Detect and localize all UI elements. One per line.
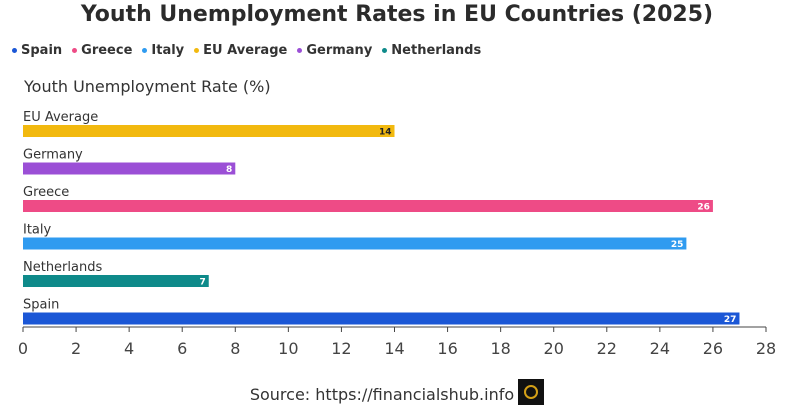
x-tick-label: 2 [71, 339, 81, 358]
legend-item-italy: Italy [142, 43, 184, 58]
legend-item-spain: Spain [12, 43, 62, 58]
x-tick-label: 18 [490, 339, 510, 358]
data-label: 27 [724, 315, 737, 325]
x-tick-label: 26 [703, 339, 723, 358]
category-label: EU Average [23, 110, 98, 125]
source-footer: Source: https://financialshub.info [0, 379, 794, 405]
source-text: Source: https://financialshub.info [249, 384, 515, 404]
x-tick-label: 14 [384, 339, 404, 358]
x-tick-label: 6 [177, 339, 187, 358]
x-tick-label: 4 [124, 339, 134, 358]
bar [23, 125, 395, 137]
x-tick-label: 8 [230, 339, 240, 358]
legend-item-germany: Germany [297, 43, 372, 58]
x-tick-label: 20 [544, 339, 564, 358]
x-tick-label: 16 [437, 339, 457, 358]
bar [23, 275, 209, 287]
chart-title: Youth Unemployment Rates in EU Countries… [80, 2, 714, 27]
data-label: 14 [379, 128, 392, 138]
data-label: 8 [226, 165, 232, 175]
legend-swatch [142, 47, 148, 53]
legend-swatch [12, 47, 17, 53]
category-label: Netherlands [23, 260, 102, 275]
legend-label: Greece [81, 42, 133, 58]
x-tick-label: 24 [650, 339, 670, 358]
category-label: Spain [23, 298, 59, 313]
bar [23, 237, 687, 250]
legend: Spain Greece Italy EU Average Germany Ne… [12, 41, 491, 59]
legend-label: Germany [306, 42, 373, 58]
axis-title: Youth Unemployment Rate (%) [24, 77, 271, 96]
bar [23, 312, 740, 325]
x-tick-label: 12 [331, 339, 351, 358]
category-label: Italy [23, 223, 52, 238]
legend-item-netherlands: Netherlands [382, 43, 481, 58]
legend-label: Netherlands [391, 42, 482, 58]
legend-item-eu-average: EU Average [194, 43, 287, 58]
bar-chart: EU Average14Germany8Greece26Italy25Nethe… [18, 110, 776, 358]
legend-item-greece: Greece [72, 43, 132, 58]
x-tick-label: 22 [597, 339, 617, 358]
data-label: 7 [199, 278, 205, 288]
legend-label: EU Average [203, 42, 288, 58]
x-tick-label: 0 [18, 339, 28, 358]
bar [23, 162, 236, 175]
legend-swatch [194, 47, 200, 53]
legend-swatch [72, 47, 78, 53]
data-label: 26 [697, 203, 710, 213]
legend-swatch [382, 47, 388, 53]
category-label: Greece [23, 185, 69, 200]
brand-logo-icon [518, 379, 545, 405]
legend-label: Spain [21, 42, 63, 58]
x-tick-label: 10 [278, 339, 298, 358]
legend-label: Italy [151, 42, 185, 58]
bar [23, 200, 713, 212]
category-label: Germany [23, 148, 83, 163]
x-tick-label: 28 [756, 339, 776, 358]
legend-swatch [297, 47, 303, 53]
data-label: 25 [671, 240, 684, 250]
